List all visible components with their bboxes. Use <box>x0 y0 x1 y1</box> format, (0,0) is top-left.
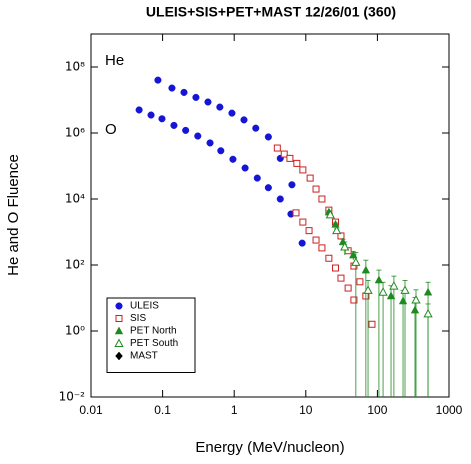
legend-marker <box>114 338 124 347</box>
point <box>356 278 364 286</box>
chart-title: ULEIS+SIS+PET+MAST 12/26/01 (360) <box>146 4 396 20</box>
point <box>228 109 236 117</box>
point <box>389 281 399 290</box>
legend-label: MAST <box>130 351 158 362</box>
point <box>135 106 143 114</box>
legend-label: ULEIS <box>130 301 159 312</box>
point <box>292 209 300 217</box>
x-tick-label: 0.01 <box>79 403 103 417</box>
point <box>194 132 202 140</box>
point <box>332 264 340 272</box>
y-tick-label: 10⁸ <box>65 60 85 74</box>
point <box>280 150 288 158</box>
point <box>331 219 340 228</box>
point <box>154 76 162 84</box>
point <box>192 93 200 101</box>
point <box>252 124 260 132</box>
point <box>240 116 248 124</box>
y-tick-label: 10⁶ <box>65 126 85 140</box>
point <box>216 103 224 111</box>
point <box>423 308 433 318</box>
point <box>182 126 190 134</box>
point <box>206 139 214 147</box>
point <box>349 250 358 259</box>
point <box>318 244 326 252</box>
annotation: He <box>105 52 124 69</box>
point <box>273 144 281 152</box>
point <box>398 296 408 305</box>
point <box>147 111 155 119</box>
point <box>229 155 237 163</box>
x-tick-label: 1 <box>231 403 238 417</box>
point <box>286 154 294 162</box>
legend-marker <box>114 326 124 335</box>
point <box>374 275 384 284</box>
point <box>299 166 307 174</box>
x-tick-label: 1000 <box>436 403 463 417</box>
point <box>170 121 178 129</box>
annotation: O <box>105 121 117 138</box>
legend-box <box>106 297 196 373</box>
point <box>344 284 352 292</box>
legend-marker <box>115 315 123 322</box>
point <box>368 320 376 328</box>
point <box>306 174 314 182</box>
point <box>298 239 306 247</box>
x-tick-label: 10 <box>299 403 313 417</box>
y-tick-label: 10⁻² <box>59 390 86 404</box>
y-tick-label: 10² <box>65 258 85 272</box>
point <box>168 84 176 92</box>
point <box>264 184 272 192</box>
legend-marker <box>115 351 123 361</box>
point <box>350 296 358 304</box>
point <box>293 159 301 167</box>
y-tick-label: 10⁰ <box>65 324 85 338</box>
point <box>318 195 326 203</box>
point <box>276 195 284 203</box>
point <box>400 285 410 294</box>
legend-marker <box>115 302 123 310</box>
point <box>386 291 396 300</box>
point <box>332 225 342 235</box>
legend-label: PET South <box>130 338 178 349</box>
point <box>204 98 212 106</box>
point <box>312 185 320 193</box>
point <box>363 285 373 294</box>
point <box>288 181 296 189</box>
point <box>410 305 420 314</box>
point <box>253 174 261 182</box>
legend-label: SIS <box>130 313 146 324</box>
point <box>340 241 350 251</box>
point <box>423 287 433 296</box>
x-tick-label: 100 <box>367 403 387 417</box>
point <box>361 265 371 274</box>
x-axis-label: Energy (MeV/nucleon) <box>195 439 344 456</box>
x-tick-label: 0.1 <box>154 403 171 417</box>
legend-label: PET North <box>130 326 177 337</box>
y-axis-label: He and O Fluence <box>5 154 22 276</box>
point <box>312 236 320 244</box>
point <box>180 88 188 96</box>
plot-frame <box>90 33 450 398</box>
point <box>158 115 166 123</box>
point <box>241 164 249 172</box>
point <box>325 254 333 262</box>
point <box>411 294 421 304</box>
point <box>337 274 345 282</box>
point <box>217 147 225 155</box>
point <box>351 257 361 266</box>
point <box>264 133 272 141</box>
y-tick-label: 10⁴ <box>65 192 85 206</box>
point <box>305 227 313 235</box>
point <box>299 218 307 226</box>
point <box>325 209 335 219</box>
point <box>378 287 388 296</box>
